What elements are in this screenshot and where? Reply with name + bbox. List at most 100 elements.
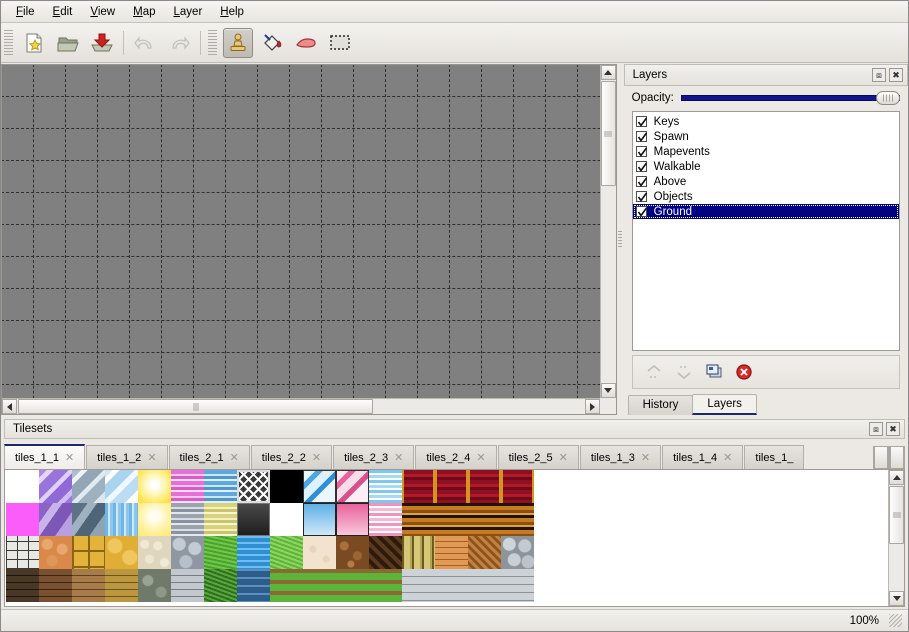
- tile-cell[interactable]: [6, 569, 39, 602]
- tile-cell[interactable]: [39, 503, 72, 536]
- tile-cell[interactable]: [237, 536, 270, 569]
- tile-cell[interactable]: [6, 470, 39, 503]
- tab-close-icon[interactable]: ✕: [311, 452, 322, 464]
- scroll-down-button[interactable]: [889, 591, 904, 606]
- tile-cell[interactable]: [303, 569, 336, 602]
- tile-cell[interactable]: [204, 569, 237, 602]
- tile-cell[interactable]: [270, 470, 303, 503]
- toolbar-grip[interactable]: [4, 29, 13, 56]
- tile-cell[interactable]: [303, 503, 336, 536]
- raise-layer-button[interactable]: [641, 359, 667, 385]
- close-icon[interactable]: ✖: [889, 68, 903, 82]
- map-grid[interactable]: [2, 65, 600, 398]
- tile-cell[interactable]: [237, 470, 270, 503]
- fill-tool-button[interactable]: [257, 28, 287, 58]
- layer-row[interactable]: Ground: [632, 204, 899, 219]
- map-hscroll-thumb[interactable]: [18, 399, 373, 414]
- save-map-button[interactable]: [87, 28, 117, 58]
- layer-row[interactable]: Spawn: [633, 129, 899, 144]
- tile-cell[interactable]: [72, 569, 105, 602]
- tile-cell[interactable]: [270, 536, 303, 569]
- map-viewport[interactable]: [2, 65, 600, 398]
- slider-handle[interactable]: [876, 91, 900, 105]
- tile-cell[interactable]: [468, 470, 501, 503]
- menu-file[interactable]: File: [16, 5, 35, 18]
- layer-visibility-checkbox[interactable]: [635, 161, 647, 172]
- tile-cell[interactable]: [402, 503, 435, 536]
- open-map-button[interactable]: [53, 28, 83, 58]
- layer-visibility-checkbox[interactable]: [635, 116, 647, 127]
- tile-cell[interactable]: [39, 569, 72, 602]
- tile-cell[interactable]: [336, 536, 369, 569]
- lower-layer-button[interactable]: [671, 359, 697, 385]
- tile-grid[interactable]: [6, 470, 534, 602]
- tileset-tab-tiles_2_3[interactable]: tiles_2_3 ✕: [333, 445, 415, 469]
- tile-cell[interactable]: [138, 503, 171, 536]
- delete-layer-button[interactable]: [731, 359, 757, 385]
- layer-visibility-checkbox[interactable]: [635, 176, 647, 187]
- tile-cell[interactable]: [72, 470, 105, 503]
- close-icon[interactable]: ✖: [886, 422, 900, 436]
- tile-cell[interactable]: [435, 470, 468, 503]
- dock-tab-history[interactable]: History: [627, 395, 694, 415]
- tab-close-icon[interactable]: ✕: [147, 452, 157, 464]
- scroll-right-button[interactable]: [584, 399, 600, 414]
- menu-layer[interactable]: Layer: [173, 5, 203, 18]
- tile-cell[interactable]: [402, 536, 435, 569]
- map-vertical-scrollbar[interactable]: [599, 65, 616, 398]
- tile-cell[interactable]: [105, 503, 138, 536]
- tile-cell[interactable]: [501, 470, 534, 503]
- undock-icon[interactable]: ⧈: [869, 422, 883, 436]
- tile-cell[interactable]: [270, 569, 303, 602]
- tab-close-icon[interactable]: ✕: [558, 452, 568, 464]
- tile-cell[interactable]: [72, 503, 105, 536]
- tile-cell[interactable]: [105, 569, 138, 602]
- tileset-palette[interactable]: [4, 469, 905, 607]
- tile-cell[interactable]: [237, 569, 270, 602]
- tile-cell[interactable]: [402, 569, 435, 602]
- tile-cell[interactable]: [303, 470, 336, 503]
- tileset-tab-tiles_2_1[interactable]: tiles_2_1 ✕: [168, 445, 250, 469]
- scroll-up-button[interactable]: [600, 65, 616, 80]
- resize-grip[interactable]: [889, 614, 902, 627]
- tile-cell[interactable]: [435, 503, 468, 536]
- tile-cell[interactable]: [72, 536, 105, 569]
- tile-cell[interactable]: [435, 536, 468, 569]
- tile-cell[interactable]: [336, 470, 369, 503]
- tab-close-icon[interactable]: ✕: [65, 452, 75, 464]
- new-map-button[interactable]: [19, 28, 49, 58]
- tile-cell[interactable]: [369, 569, 402, 602]
- layer-row[interactable]: Walkable: [633, 159, 899, 174]
- tile-cell[interactable]: [171, 470, 204, 503]
- tile-cell[interactable]: [468, 569, 501, 602]
- tile-cell[interactable]: [501, 569, 534, 602]
- tile-cell[interactable]: [468, 536, 501, 569]
- tile-cell[interactable]: [501, 536, 534, 569]
- redo-button[interactable]: [164, 28, 194, 58]
- tile-cell[interactable]: [39, 536, 72, 569]
- tile-cell[interactable]: [303, 536, 336, 569]
- menu-help[interactable]: Help: [220, 5, 244, 18]
- tile-cell[interactable]: [204, 536, 237, 569]
- tile-cell[interactable]: [369, 503, 402, 536]
- tile-cell[interactable]: [138, 536, 171, 569]
- layer-row[interactable]: Above: [633, 174, 899, 189]
- tileset-tab-tiles_1_3[interactable]: tiles_1_3 ✕: [579, 445, 662, 469]
- layer-visibility-checkbox[interactable]: [635, 131, 647, 142]
- tile-cell[interactable]: [237, 503, 270, 536]
- layer-row[interactable]: Keys: [633, 114, 899, 129]
- tile-cell[interactable]: [501, 503, 534, 536]
- dock-tab-layers[interactable]: Layers: [692, 394, 757, 415]
- tab-close-icon[interactable]: ✕: [723, 452, 733, 464]
- tile-cell[interactable]: [171, 536, 204, 569]
- tools-grip[interactable]: [208, 29, 217, 56]
- layer-visibility-checkbox[interactable]: [635, 146, 647, 157]
- tile-cell[interactable]: [171, 569, 204, 602]
- tile-cell[interactable]: [6, 536, 39, 569]
- tab-scroll-right-button[interactable]: [889, 446, 905, 469]
- stamp-tool-button[interactable]: [223, 27, 253, 58]
- tile-cell[interactable]: [171, 503, 204, 536]
- tab-scroll-left-button[interactable]: [873, 446, 889, 469]
- layer-visibility-checkbox[interactable]: [635, 206, 647, 217]
- layer-visibility-checkbox[interactable]: [635, 191, 647, 202]
